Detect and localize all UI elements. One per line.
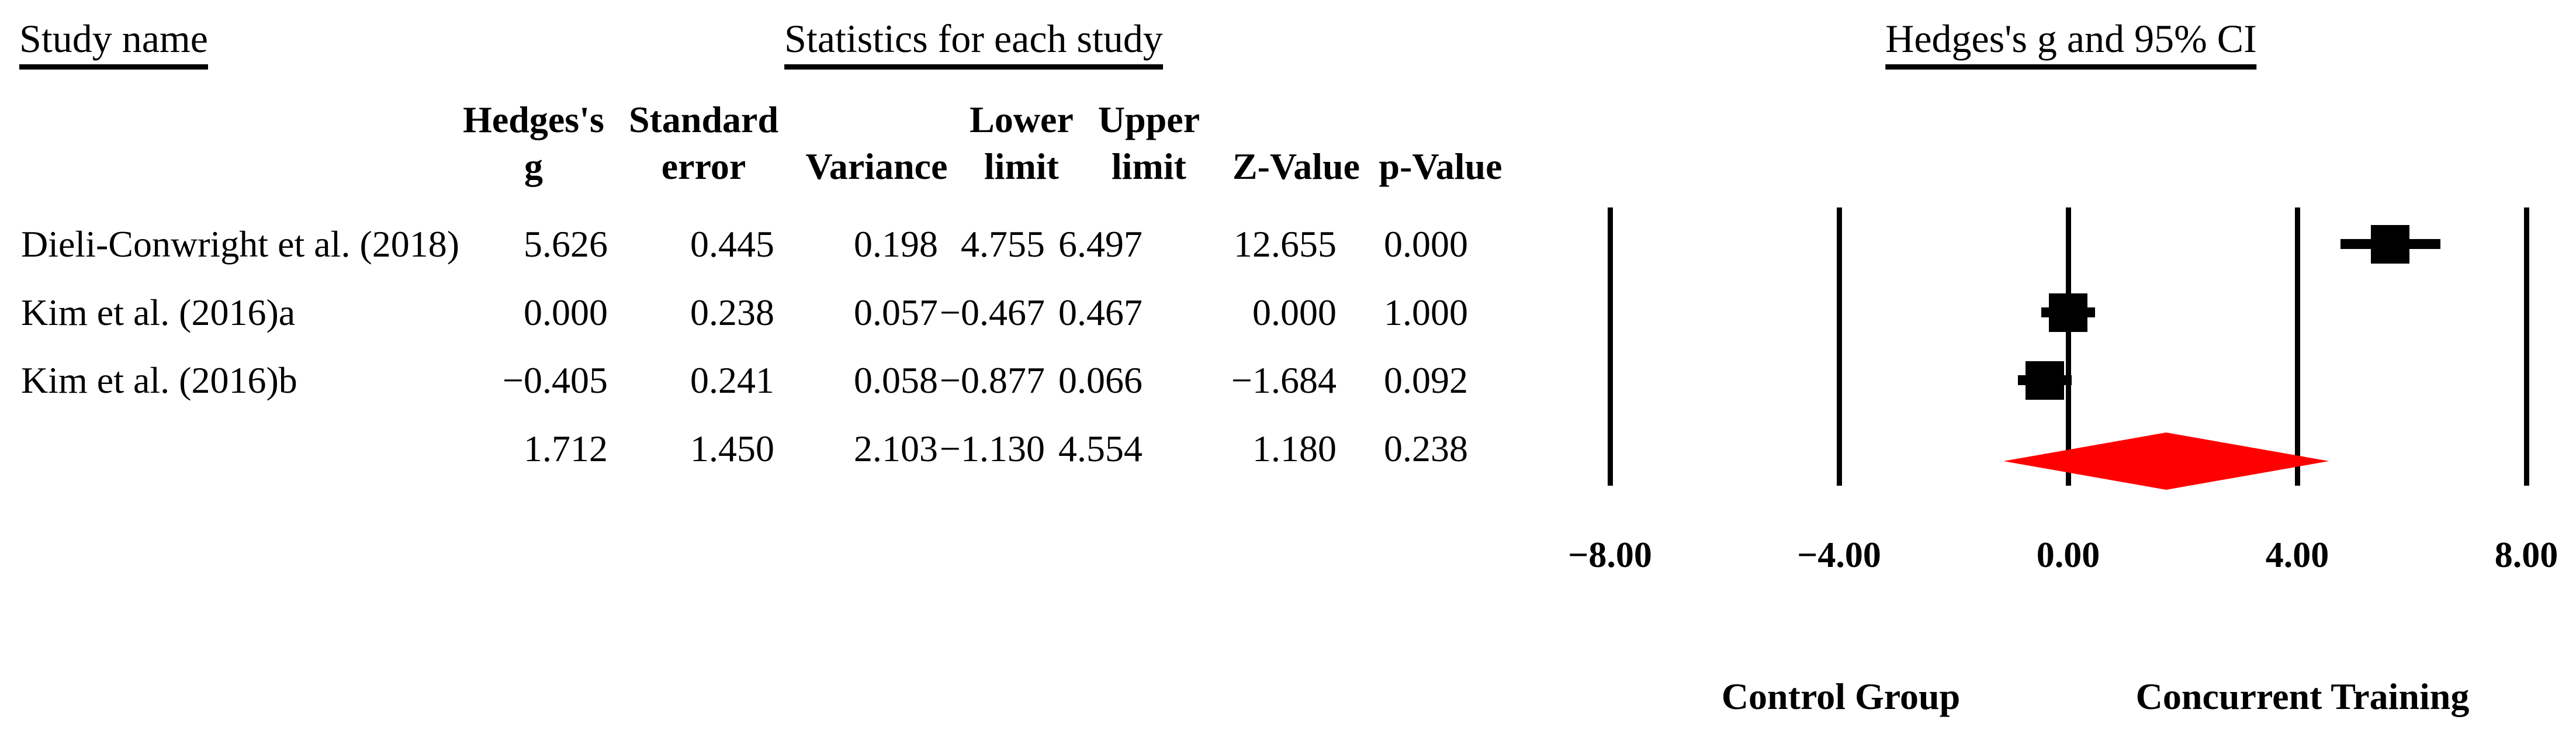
axis-gridline [1836, 207, 1842, 486]
column-header-z: Z-Value [1232, 146, 1360, 187]
value-cell-variance: 2.103 [854, 428, 938, 469]
value-cell-g: −0.405 [502, 359, 608, 401]
value-cell-se: 0.241 [690, 359, 774, 401]
axis-gridline [1607, 207, 1613, 486]
value-cell-p: 0.238 [1384, 428, 1468, 469]
value-cell-upper: 6.497 [1058, 223, 1142, 265]
value-cell-lower: −1.130 [939, 428, 1045, 469]
column-header-g: Hedges's g [463, 99, 604, 187]
value-cell-se: 0.238 [690, 292, 774, 333]
value-cell-upper: 4.554 [1058, 428, 1142, 469]
column-header-upper: Upper limit [1097, 99, 1200, 187]
axis-tick-label: −8.00 [1568, 535, 1652, 575]
value-cell-lower: 4.755 [961, 223, 1045, 265]
value-cell-p: 0.000 [1384, 223, 1468, 265]
control-group-label: Control Group [1721, 676, 1961, 717]
axis-tick-label: 8.00 [2494, 535, 2558, 575]
axis-tick-label: 4.00 [2265, 535, 2329, 575]
effect-square-marker [2371, 225, 2410, 264]
value-cell-upper: 0.066 [1058, 359, 1142, 401]
value-cell-z: 12.655 [1234, 223, 1337, 265]
value-cell-z: 0.000 [1252, 292, 1337, 333]
value-cell-g: 0.000 [524, 292, 608, 333]
value-cell-g: 5.626 [524, 223, 608, 265]
value-cell-variance: 0.198 [854, 223, 938, 265]
value-cell-se: 0.445 [690, 223, 774, 265]
axis-gridline [2065, 207, 2071, 486]
value-cell-g: 1.712 [524, 428, 608, 469]
value-cell-variance: 0.057 [854, 292, 938, 333]
column-header-p: p-Value [1379, 146, 1502, 187]
effect-square-marker [2049, 293, 2087, 332]
value-cell-lower: −0.467 [939, 292, 1045, 333]
summary-diamond [2003, 432, 2329, 490]
value-cell-variance: 0.058 [854, 359, 938, 401]
axis-gridline [2523, 207, 2529, 486]
study-name-cell: Kim et al. (2016)b [21, 359, 297, 401]
value-cell-upper: 0.467 [1058, 292, 1142, 333]
study-name-cell: Kim et al. (2016)a [21, 292, 296, 333]
column-header-variance: Variance [805, 146, 948, 187]
column-header-se: Standard error [628, 99, 779, 187]
effect-square-marker [2026, 361, 2065, 400]
column-header-lower: Lower limit [970, 99, 1074, 187]
plot-section-title: Hedges's g and 95% CI [1885, 18, 2257, 70]
study-name-column-title: Study name [19, 18, 208, 70]
axis-tick-label: 0.00 [2036, 535, 2100, 575]
value-cell-p: 1.000 [1384, 292, 1468, 333]
study-name-cell: Dieli-Conwright et al. (2018) [21, 223, 460, 265]
value-cell-z: 1.180 [1252, 428, 1337, 469]
axis-tick-label: −4.00 [1797, 535, 1881, 575]
value-cell-z: −1.684 [1231, 359, 1337, 401]
value-cell-se: 1.450 [690, 428, 774, 469]
concurrent-training-label: Concurrent Training [2135, 676, 2470, 717]
axis-gridline [2294, 207, 2300, 486]
value-cell-lower: −0.877 [939, 359, 1045, 401]
value-cell-p: 0.092 [1384, 359, 1468, 401]
stats-section-title: Statistics for each study [784, 18, 1163, 70]
